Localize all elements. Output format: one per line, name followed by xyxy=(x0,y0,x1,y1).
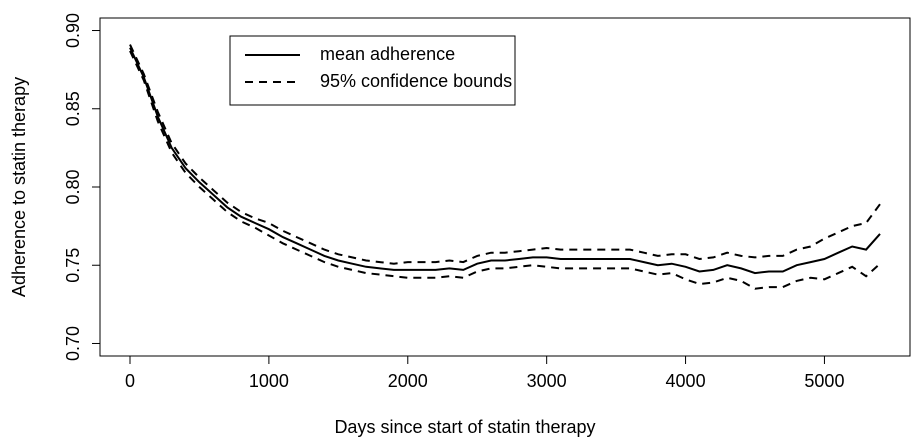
legend-label: 95% confidence bounds xyxy=(320,71,512,91)
legend-label: mean adherence xyxy=(320,44,455,64)
x-tick-label: 3000 xyxy=(527,371,567,391)
x-tick-label: 2000 xyxy=(388,371,428,391)
x-tick-label: 0 xyxy=(125,371,135,391)
line-lower xyxy=(129,50,881,290)
y-tick-label: 0.90 xyxy=(63,13,83,48)
y-tick-label: 0.85 xyxy=(63,91,83,126)
x-tick-label: 5000 xyxy=(804,371,844,391)
plot-box xyxy=(99,17,911,357)
line-upper xyxy=(129,44,881,265)
legend-box xyxy=(229,35,516,106)
y-axis-title: Adherence to statin therapy xyxy=(9,77,29,297)
x-axis-title: Days since start of statin therapy xyxy=(334,417,595,437)
line-values xyxy=(129,47,881,275)
y-tick-label: 0.75 xyxy=(63,248,83,283)
y-tick-label: 0.80 xyxy=(63,169,83,204)
x-tick-label: 4000 xyxy=(666,371,706,391)
x-tick-label: 1000 xyxy=(249,371,289,391)
y-tick-label: 0.70 xyxy=(63,326,83,361)
